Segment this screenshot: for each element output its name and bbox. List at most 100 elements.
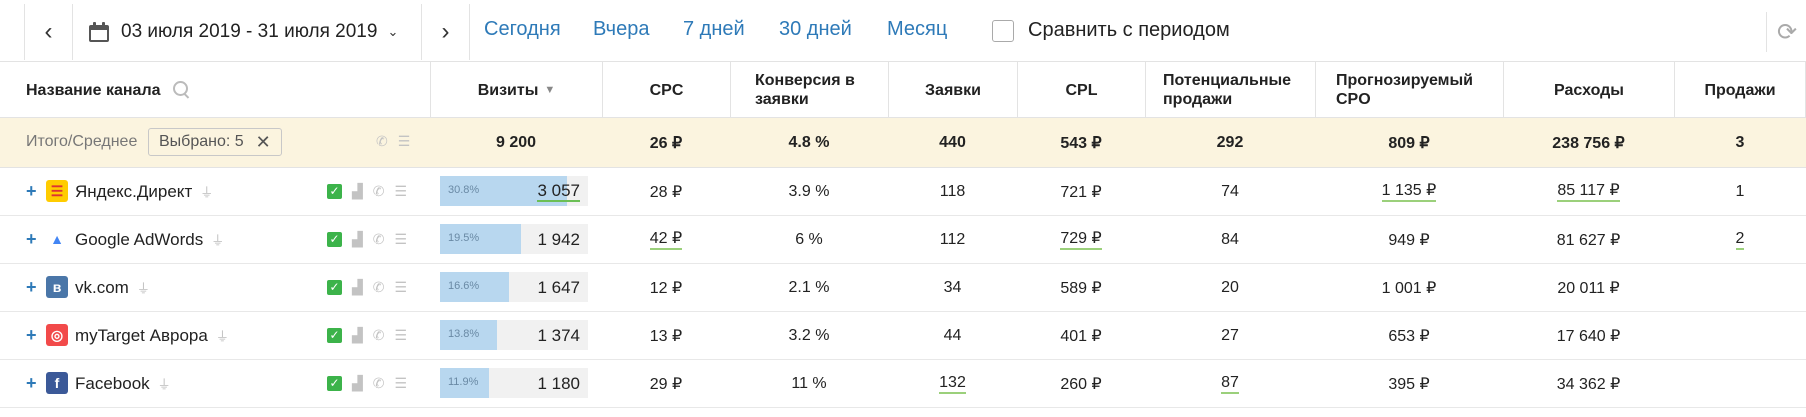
expand-row-button[interactable]: + [26, 373, 37, 393]
cell-value[interactable]: 85 117 ₽ [1557, 182, 1620, 202]
cell-potential-sales: 27 [1145, 312, 1315, 359]
chart-icon[interactable]: ▟ [352, 375, 363, 391]
quick-range-today[interactable]: Сегодня [484, 18, 561, 40]
phone-icon[interactable]: ✆ [372, 183, 385, 199]
compare-period-toggle[interactable]: Сравнить с периодом [992, 19, 1230, 42]
cell-cpl: 401 ₽ [1017, 312, 1145, 359]
visits-cell[interactable]: 30.8% 3 057 [440, 176, 588, 206]
cell-forecast-cpo: 1 001 ₽ [1315, 264, 1503, 311]
visits-cell[interactable]: 11.9% 1 180 [440, 368, 588, 398]
table-header: Название канала Визиты ▼ CPC Конверсия в … [0, 62, 1806, 118]
calendar-icon [89, 22, 109, 42]
table-row[interactable]: + f Facebook ⏚ ✓ ▟ ✆ ☰ 11.9% 1 180 29 ₽ 11 %… [0, 360, 1806, 408]
quick-range-yesterday[interactable]: Вчера [593, 18, 650, 40]
chart-icon[interactable]: ▟ [352, 279, 363, 295]
column-header-cpc[interactable]: CPC [602, 62, 730, 118]
compare-checkbox[interactable] [992, 19, 1014, 42]
column-header-potential-sales[interactable]: Потенциальные продажи [1145, 62, 1315, 118]
next-period-button[interactable]: › [422, 4, 470, 60]
table-row[interactable]: + ▲ Google AdWords ⏚ ✓ ▟ ✆ ☰ 19.5% 1 942 42… [0, 216, 1806, 264]
checkbox-checked-icon[interactable]: ✓ [327, 328, 342, 343]
column-header-visits[interactable]: Визиты ▼ [430, 62, 602, 118]
column-header-leads[interactable]: Заявки [888, 62, 1017, 118]
expand-row-button[interactable]: + [26, 181, 37, 201]
cell-sales [1674, 264, 1806, 311]
channel-name[interactable]: Facebook ⏚ [75, 374, 171, 394]
chevron-left-icon: ‹ [44, 18, 53, 45]
list-icon[interactable]: ☰ [394, 183, 408, 199]
column-header-expenses[interactable]: Расходы [1503, 62, 1674, 118]
column-header-cpl[interactable]: CPL [1017, 62, 1145, 118]
list-icon[interactable]: ☰ [394, 327, 408, 343]
quick-range-month[interactable]: Месяц [887, 18, 948, 40]
date-range-picker[interactable]: 03 июля 2019 - 31 июля 2019 ⌄ [72, 4, 422, 60]
phone-icon[interactable]: ✆ [372, 327, 385, 343]
clear-selection-icon[interactable]: ✕ [255, 131, 271, 152]
column-title: Расходы [1554, 81, 1624, 99]
cell-value[interactable]: 729 ₽ [1060, 230, 1102, 250]
cell-value[interactable]: 1 135 ₽ [1381, 182, 1437, 202]
list-icon[interactable]: ☰ [394, 375, 408, 391]
phone-icon[interactable]: ✆ [372, 231, 385, 247]
checkbox-checked-icon[interactable]: ✓ [327, 376, 342, 391]
channel-name[interactable]: Google AdWords ⏚ [75, 230, 224, 250]
quick-range-7-days[interactable]: 7 дней [683, 18, 745, 40]
search-icon[interactable] [172, 81, 191, 99]
list-icon[interactable]: ☰ [397, 133, 411, 149]
checkbox-checked-icon[interactable]: ✓ [327, 232, 342, 247]
quick-range-30-days[interactable]: 30 дней [779, 18, 852, 40]
visits-cell[interactable]: 19.5% 1 942 [440, 224, 588, 254]
chart-icon[interactable]: ▟ [352, 183, 363, 199]
checkbox-checked-icon[interactable]: ✓ [327, 184, 342, 199]
column-header-sales[interactable]: Продажи [1674, 62, 1806, 118]
previous-period-button[interactable]: ‹ [24, 4, 72, 60]
column-title: Потенциальные продажи [1163, 72, 1292, 108]
cell-value: 20 [1221, 278, 1239, 296]
cell-value[interactable]: 87 [1221, 374, 1239, 394]
cell-value: 589 ₽ [1060, 279, 1102, 297]
table-row[interactable]: + ◎ myTarget Аврора ⏚ ✓ ▟ ✆ ☰ 13.8% 1 374 1… [0, 312, 1806, 360]
visits-cell[interactable]: 13.8% 1 374 [440, 320, 588, 350]
phone-icon[interactable]: ✆ [372, 375, 385, 391]
visits-share-label: 30.8% [448, 184, 480, 196]
visits-share-bar [440, 224, 521, 254]
phone-icon[interactable]: ✆ [376, 133, 388, 149]
cell-sales: 2 [1674, 216, 1806, 263]
plug-icon: ⏚ [200, 185, 214, 200]
phone-icon[interactable]: ✆ [372, 279, 385, 295]
visits-value: 1 647 [537, 278, 580, 297]
channel-name[interactable]: myTarget Аврора ⏚ [75, 326, 229, 346]
cell-value[interactable]: 42 ₽ [649, 230, 683, 250]
cell-value[interactable]: 132 [939, 374, 966, 394]
expand-row-button[interactable]: + [26, 325, 37, 345]
cell-value: 28 ₽ [649, 183, 683, 201]
cell-cpc: 29 ₽ [602, 360, 730, 407]
column-title: Продажи [1704, 81, 1776, 99]
expand-row-button[interactable]: + [26, 229, 37, 249]
refresh-button[interactable]: ⟳ [1766, 12, 1806, 52]
chart-icon[interactable]: ▟ [352, 231, 363, 247]
chart-icon[interactable]: ▟ [352, 327, 363, 343]
visits-cell[interactable]: 16.6% 1 647 [440, 272, 588, 302]
cell-value: 260 ₽ [1060, 375, 1102, 393]
cell-value[interactable]: 2 [1735, 230, 1745, 250]
list-icon[interactable]: ☰ [394, 279, 408, 295]
checkbox-checked-icon[interactable]: ✓ [327, 280, 342, 295]
cell-value: 34 [943, 278, 962, 296]
selected-filter-chip[interactable]: Выбрано: 5 ✕ [148, 128, 282, 156]
channel-name[interactable]: vk.com ⏚ [75, 278, 150, 298]
plug-icon: ⏚ [211, 233, 225, 248]
table-row[interactable]: + в vk.com ⏚ ✓ ▟ ✆ ☰ 16.6% 1 647 12 ₽ 2.1 % 3… [0, 264, 1806, 312]
column-header-forecast-cpo[interactable]: Прогнозируемый CPO [1315, 62, 1503, 118]
table-row[interactable]: + ☰ Яндекс.Директ ⏚ ✓ ▟ ✆ ☰ 30.8% 3 057 28 … [0, 168, 1806, 216]
column-header-conversion[interactable]: Конверсия в заявки [730, 62, 888, 118]
row-tools: ✓ ▟ ✆ ☰ [327, 328, 407, 343]
cell-value: 44 [943, 326, 962, 344]
cell-cpc: 28 ₽ [602, 168, 730, 215]
column-header-channel[interactable]: Название канала [0, 62, 430, 118]
channel-name[interactable]: Яндекс.Директ ⏚ [75, 182, 213, 202]
totals-conversion: 4.8 % [788, 133, 830, 151]
cell-conversion: 3.9 % [730, 168, 888, 215]
expand-row-button[interactable]: + [26, 277, 37, 297]
list-icon[interactable]: ☰ [394, 231, 408, 247]
